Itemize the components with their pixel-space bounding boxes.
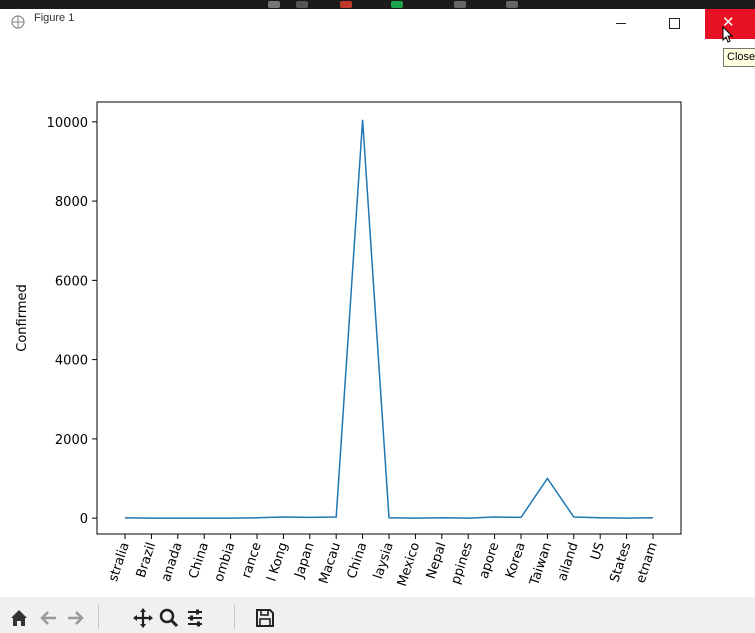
y-tick-label: 6000 (55, 274, 88, 289)
taskbar-app-icon[interactable] (268, 1, 280, 8)
x-tick-label: stralia (106, 541, 133, 584)
x-tick-label: Japan (292, 541, 318, 581)
y-axis: 0 2000 4000 6000 8000 10000 (47, 116, 97, 527)
sliders-icon[interactable] (184, 607, 206, 629)
x-tick-label: China (186, 541, 212, 581)
home-icon[interactable] (8, 607, 30, 629)
x-tick-label: etnam (634, 541, 661, 586)
x-tick-label: Brazil (134, 541, 159, 580)
y-tick-label: 8000 (55, 195, 88, 210)
x-tick-label: anada (159, 541, 186, 584)
taskbar-app-icon[interactable] (506, 1, 518, 8)
maximize-button[interactable] (652, 9, 698, 39)
minimize-button[interactable] (598, 9, 644, 39)
x-tick-label: apore (477, 541, 503, 581)
arrow-right-icon[interactable] (64, 607, 86, 629)
x-tick-label: rance (239, 541, 265, 581)
y-tick-label: 10000 (47, 116, 88, 131)
arrow-left-icon[interactable] (38, 607, 60, 629)
x-tick-label: States (607, 540, 634, 584)
toolbar-separator (234, 605, 235, 629)
magnifier-icon[interactable] (158, 607, 180, 629)
floppy-disk-icon[interactable] (254, 607, 276, 629)
x-tick-label: Nepal (424, 541, 450, 581)
navigation-toolbar (0, 597, 755, 633)
x-tick-label: laysia (371, 541, 397, 581)
x-tick-label: Taiwan (527, 541, 555, 589)
taskbar-app-icon[interactable] (391, 1, 403, 8)
x-axis: stralia Brazil anada China ombia rance l Kong J… (106, 534, 661, 588)
x-tick-label: ombia (212, 541, 239, 584)
x-tick-label: ailand (555, 541, 582, 583)
x-tick-label: ppines (448, 540, 476, 586)
y-axis-label: Confirmed (15, 284, 30, 352)
window-titlebar: Figure 1 ✕ (0, 9, 755, 39)
move-icon[interactable] (132, 607, 154, 629)
y-tick-label: 0 (80, 512, 88, 527)
x-tick-label: Mexico (395, 541, 423, 589)
os-taskbar (0, 0, 755, 9)
figure-canvas: 0 2000 4000 6000 8000 10000 stralia Brazil anad… (0, 40, 755, 597)
taskbar-app-icon[interactable] (296, 1, 308, 8)
x-tick-label: US (588, 541, 608, 563)
y-tick-label: 2000 (55, 433, 88, 448)
toolbar-separator (98, 605, 99, 629)
x-tick-label: Korea (503, 541, 529, 581)
x-tick-label: Macau (317, 541, 344, 586)
axes-frame (97, 102, 681, 534)
taskbar-app-icon[interactable] (340, 1, 352, 8)
x-tick-label: China (345, 541, 371, 581)
window-title: Figure 1 (34, 12, 74, 24)
taskbar-app-icon[interactable] (454, 1, 466, 8)
figure-app-icon (10, 14, 26, 30)
y-tick-label: 4000 (55, 354, 88, 369)
x-tick-label: l Kong (265, 541, 292, 584)
